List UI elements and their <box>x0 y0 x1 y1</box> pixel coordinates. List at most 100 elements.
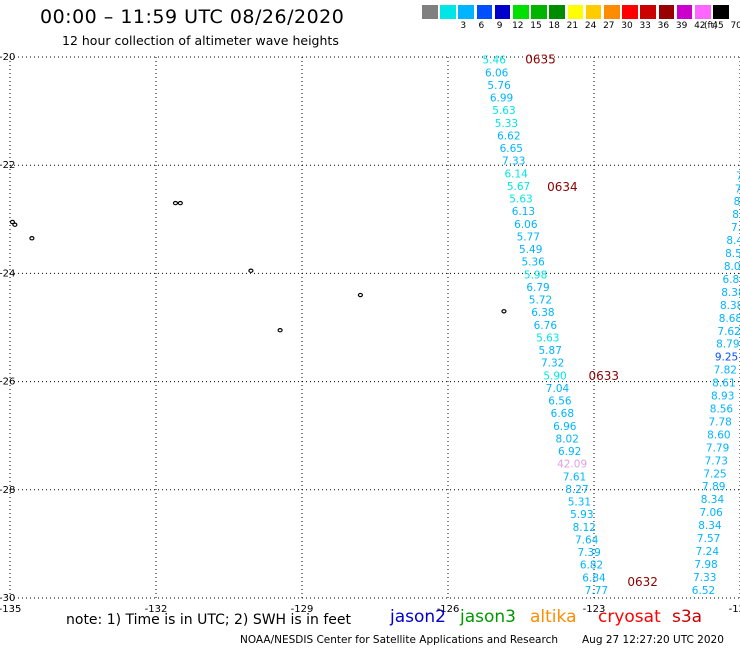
island-outlines <box>9 200 507 333</box>
track-left-value: 5.49 <box>519 244 542 256</box>
track-right-value: 8.55 <box>725 248 740 260</box>
track-left-value: 5.63 <box>536 332 559 344</box>
track-right-value: 8.79 <box>716 339 739 351</box>
map-tick-labels: -135 -132 -129 -126 -123 -120 -20 -22 -24 -26 -28 -… <box>0 52 740 615</box>
track-right-value: 7.06 <box>699 507 723 519</box>
track-right-value: 8.60 <box>707 429 730 441</box>
legend-swatch <box>658 5 675 19</box>
lon-tick-label: -129 <box>291 604 314 615</box>
lat-tick-label: -26 <box>0 377 15 388</box>
lat-tick-label: -24 <box>0 268 15 279</box>
track-right-value: 7.57 <box>697 533 720 545</box>
lon-tick-label: -123 <box>583 604 606 615</box>
track-right-value: 7.78 <box>708 416 731 428</box>
legend-label: 39 <box>675 21 688 31</box>
track-right-value: 8.38 <box>720 300 740 312</box>
track-left-value: 6.96 <box>553 421 577 433</box>
lat-tick-label: -30 <box>0 593 15 604</box>
track-left-value: 5.90 <box>543 370 566 382</box>
track-right-value: 7.98 <box>694 559 717 571</box>
legend-label: 9 <box>496 21 503 31</box>
track-right-value: 7.82 <box>714 365 737 377</box>
track-right-value: 7.73 <box>705 455 728 467</box>
track-right-value: 9.25 <box>715 352 738 364</box>
track-left-value: 42.09 <box>557 459 587 471</box>
track-right-value: 7.24 <box>696 546 720 558</box>
track-right-value: 7.62 <box>717 326 740 338</box>
track-left-value: 7.77 <box>585 585 608 597</box>
track-right-value: 7.89 <box>702 481 725 493</box>
track-left-value: 6.84 <box>582 572 606 584</box>
track-left-value: 6.65 <box>500 143 523 155</box>
track-left-value: 5.36 <box>521 257 545 269</box>
track-left-value: 5.93 <box>570 509 593 521</box>
track-left-value: 5.63 <box>509 194 532 206</box>
track-left-value: 5.67 <box>507 181 530 193</box>
track-right-value: 7.6 <box>736 170 740 182</box>
track-left-value: 5.63 <box>492 105 515 117</box>
track-right-value: 7.33 <box>693 572 716 584</box>
track-right-value: 7.25 <box>703 468 726 480</box>
track-time-label: 0632 <box>627 575 658 589</box>
legend-swatch <box>440 5 456 19</box>
legend-label: 70 <box>730 21 740 31</box>
legend-swatch <box>640 5 656 19</box>
track-left-value: 5.33 <box>495 118 518 130</box>
track-right-value: 8.2 <box>734 196 740 208</box>
legend-unit: (ft) <box>704 21 718 31</box>
island-outline <box>357 292 363 298</box>
track-right-value: 8.45 <box>726 235 740 247</box>
track-right-value: 8.34 <box>701 494 725 506</box>
track-left-value: 8.12 <box>573 522 596 534</box>
lon-tick-label: -120 <box>729 604 740 615</box>
track-right-value: 8.56 <box>710 404 734 416</box>
track-right-value: 8.34 <box>698 520 722 532</box>
track-left-value: 7.64 <box>575 534 599 546</box>
legend-swatch <box>476 5 493 19</box>
altimeter-tracks: 5.466.065.766.995.635.336.626.657.336.14… <box>483 55 740 597</box>
legend-swatch <box>585 5 602 19</box>
legend-swatch <box>422 5 438 19</box>
legend-label: 24 <box>584 21 597 31</box>
page-title: 00:00 – 11:59 UTC 08/26/2020 <box>40 6 345 28</box>
legend-label: 27 <box>603 21 615 31</box>
track-left-value: 6.38 <box>531 307 554 319</box>
track-left-value: 6.13 <box>512 206 535 218</box>
track-left-value: 6.06 <box>485 67 509 79</box>
track-left-value: 5.46 <box>483 55 507 67</box>
track-left-value: 7.39 <box>577 547 600 559</box>
legend-label: 15 <box>530 21 542 31</box>
legend-swatch <box>458 5 474 19</box>
track-right-value: 7.6 <box>731 222 740 234</box>
lon-tick-label: -132 <box>145 604 168 615</box>
track-time-label: 0634 <box>547 180 578 194</box>
track-left-value: 6.14 <box>504 168 528 180</box>
track-right-value: 8.38 <box>721 287 740 299</box>
track-left-value: 6.68 <box>551 408 574 420</box>
track-left-value: 6.92 <box>558 446 581 458</box>
lat-tick-label: -20 <box>0 52 15 63</box>
lon-tick-label: -126 <box>437 604 460 615</box>
track-right-value: 8.0 <box>732 209 740 221</box>
track-time-labels: 0635 0634 0633 0632 <box>525 53 658 589</box>
satellite-altika: altika <box>530 607 577 627</box>
track-left-value: 8.02 <box>556 433 579 445</box>
lat-tick-label: -22 <box>0 160 15 171</box>
track-left-value: 6.76 <box>534 320 558 332</box>
legend-swatch <box>549 5 565 19</box>
island-outline <box>277 328 283 333</box>
track-right-value: 8.93 <box>711 391 734 403</box>
legend-label: 30 <box>621 21 633 31</box>
island-outline <box>248 268 254 273</box>
track-left-value: 6.82 <box>580 560 603 572</box>
legend-swatch <box>676 5 693 19</box>
satellite-jason2: jason2 <box>390 607 446 627</box>
legend-label: 36 <box>657 21 670 31</box>
satellite-jason3: jason3 <box>460 607 516 627</box>
track-left-value: 5.72 <box>529 295 552 307</box>
legend-label: 12 <box>512 21 524 31</box>
track-left-value: 8.27 <box>565 484 588 496</box>
track-right-value: 7.79 <box>706 442 729 454</box>
